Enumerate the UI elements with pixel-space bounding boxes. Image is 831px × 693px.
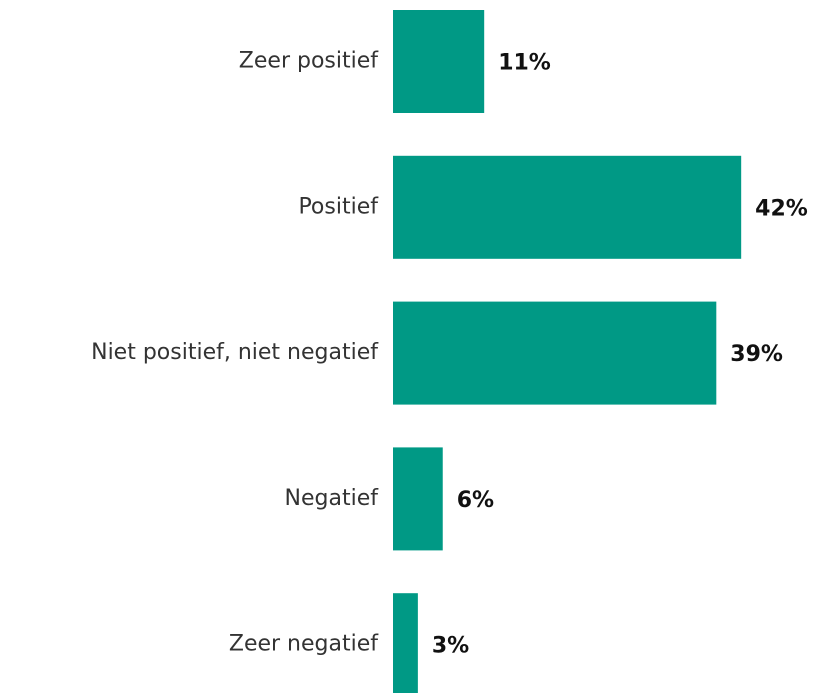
bar xyxy=(393,155,742,259)
value-label: 11% xyxy=(498,51,551,76)
category-label: Niet positief, niet negatief xyxy=(91,340,379,365)
bar xyxy=(393,447,443,551)
category-label: Positief xyxy=(298,194,379,219)
category-label: Negatief xyxy=(285,486,380,511)
category-label: Zeer negatief xyxy=(229,632,379,657)
bar xyxy=(393,10,485,113)
bar xyxy=(393,301,717,405)
value-label: 6% xyxy=(457,488,494,513)
value-label: 39% xyxy=(730,342,783,367)
bar xyxy=(393,593,418,693)
value-label: 3% xyxy=(432,634,469,659)
category-label: Zeer positief xyxy=(239,49,379,74)
value-label: 42% xyxy=(755,196,808,221)
